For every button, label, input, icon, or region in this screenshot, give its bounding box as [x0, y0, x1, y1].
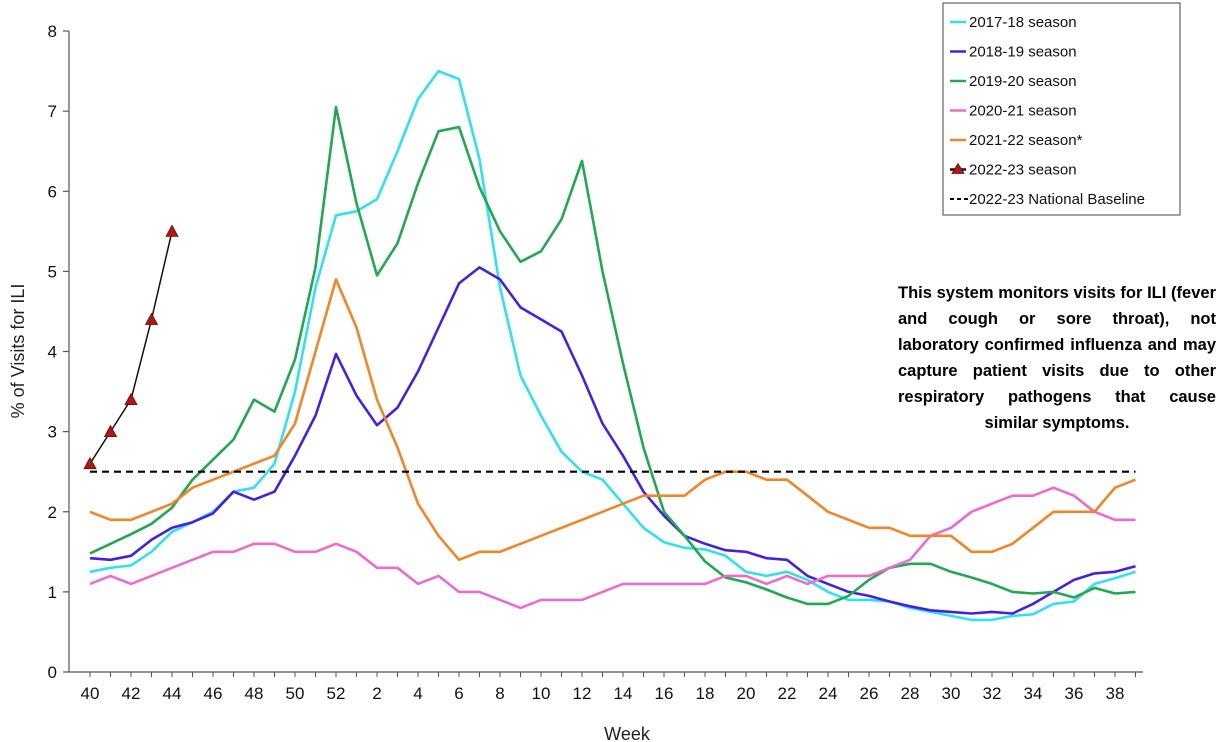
legend-label: 2019-20 season: [969, 73, 1077, 90]
legend-label: 2022-23 National Baseline: [969, 191, 1145, 208]
legend-box: [942, 2, 1181, 216]
y-tick-label: 1: [48, 583, 57, 602]
x-tick-label: 44: [163, 684, 182, 703]
legend-marker: [951, 162, 965, 174]
x-tick-label: 46: [204, 684, 223, 703]
ili-disclaimer-note: This system monitors visits for ILI (fev…: [898, 284, 1216, 432]
x-tick-label: 36: [1065, 684, 1084, 703]
legend-label: 2020-21 season: [969, 103, 1077, 120]
data-point-marker: [83, 456, 97, 470]
x-tick-label: 48: [245, 684, 264, 703]
series-markers: [83, 224, 179, 470]
data-point-marker: [144, 312, 159, 325]
y-tick-label: 3: [48, 423, 57, 442]
legend-label: 2021-22 season*: [969, 132, 1083, 149]
legend: 2017-18 season 2018-19 season 2019-20 seas…: [942, 2, 1181, 216]
x-tick-label: 2: [372, 684, 381, 703]
series-line-3: [89, 486, 1136, 610]
legend-label: 2018-19 season: [969, 44, 1077, 61]
data-point-marker: [103, 424, 118, 438]
x-tick-label: 20: [737, 684, 756, 703]
y-tick-label: 8: [48, 22, 57, 41]
axes: [63, 30, 1143, 677]
x-axis-title: Week: [604, 724, 651, 742]
x-tick-label: 12: [573, 684, 592, 703]
series-line-0: [89, 69, 1136, 622]
x-tick-label: 16: [655, 684, 674, 703]
legend-label: 2017-18 season: [969, 14, 1077, 31]
x-tick-label: 50: [286, 684, 305, 703]
data-point-marker: [165, 224, 179, 237]
y-tick-label: 5: [48, 262, 57, 281]
x-tick-label: 42: [122, 684, 141, 703]
x-tick-label: 10: [532, 684, 551, 703]
x-tick-label: 26: [860, 684, 879, 703]
y-tick-label: 6: [48, 182, 57, 201]
y-tick-label: 4: [48, 343, 57, 362]
x-tick-label: 52: [327, 684, 346, 703]
series-line-1: [89, 266, 1136, 615]
x-tick-label: 6: [454, 684, 463, 703]
x-tick-label: 34: [1024, 684, 1043, 703]
x-tick-label: 30: [942, 684, 961, 703]
x-tick-label: 40: [81, 684, 100, 703]
x-tick-label: 18: [696, 684, 715, 703]
x-tick-label: 28: [901, 684, 920, 703]
series-line-5: [89, 231, 173, 465]
legend-label: 2022-23 season: [969, 162, 1077, 179]
x-tick-label: 4: [413, 684, 422, 703]
series-lines: [89, 69, 1136, 622]
x-tick-label: 8: [495, 684, 504, 703]
data-point-marker: [124, 392, 138, 405]
y-tick-label: 0: [48, 663, 57, 682]
series-line-2: [89, 105, 1136, 606]
y-axis-title: % of Visits for ILI: [8, 284, 28, 419]
x-tick-label: 24: [819, 684, 838, 703]
x-tick-label: 22: [778, 684, 797, 703]
y-tick-label: 7: [48, 102, 57, 121]
series-line-4: [89, 278, 1136, 562]
y-tick-label: 2: [48, 503, 57, 522]
x-tick-label: 14: [614, 684, 633, 703]
x-tick-label: 32: [983, 684, 1002, 703]
x-tick-label: 38: [1106, 684, 1125, 703]
